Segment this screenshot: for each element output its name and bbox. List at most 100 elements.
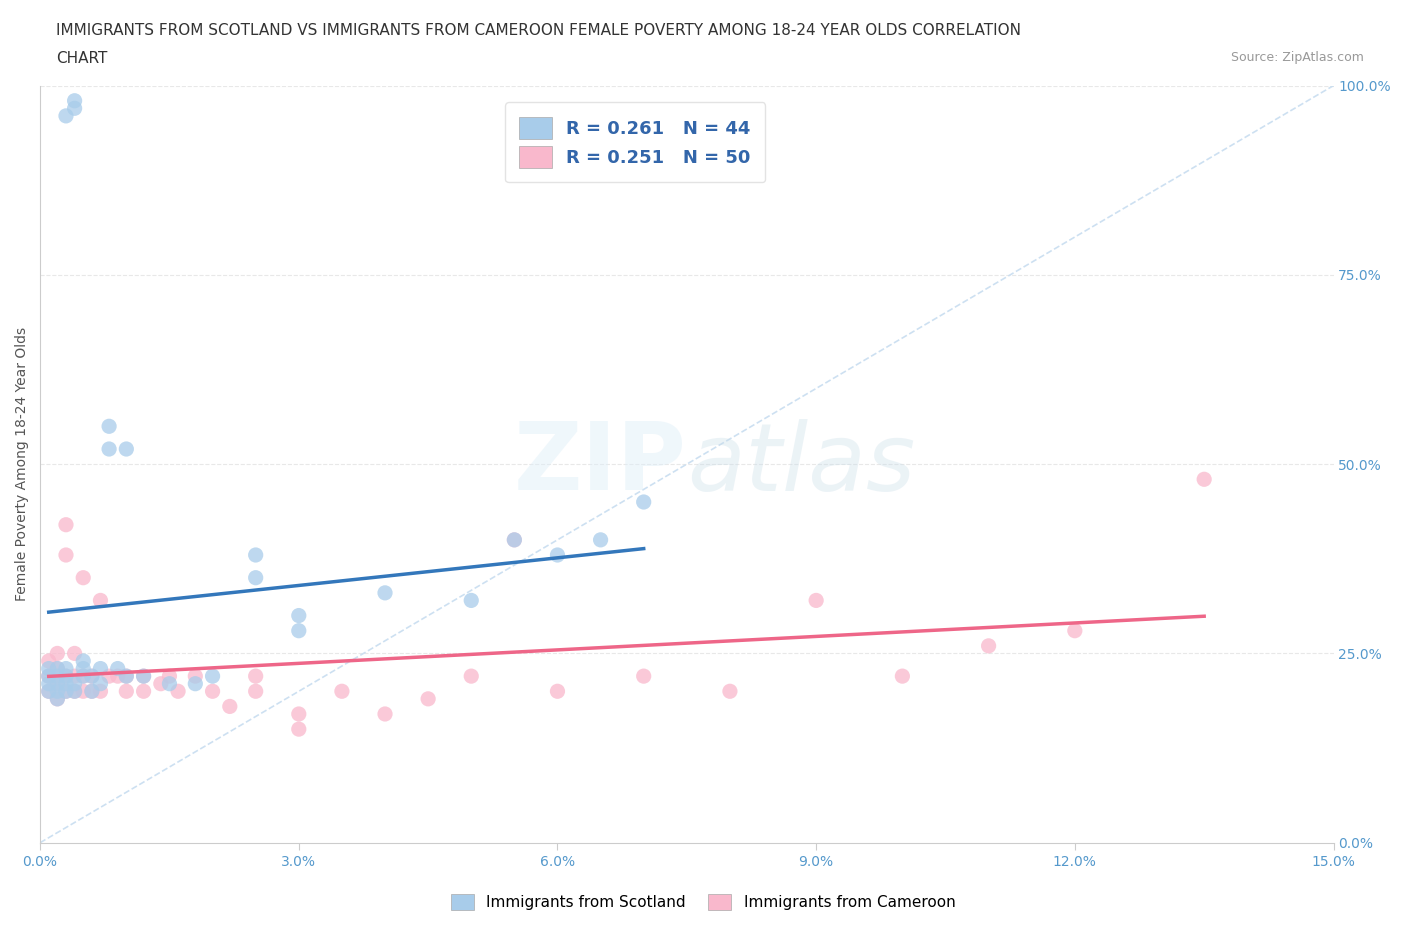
- Point: [149, 676, 172, 691]
- Point: [55, 517, 77, 532]
- Point: [107, 661, 129, 676]
- Point: [72, 684, 94, 698]
- Point: [46, 676, 69, 691]
- Legend: R = 0.261   N = 44, R = 0.251   N = 50: R = 0.261 N = 44, R = 0.251 N = 50: [505, 102, 765, 182]
- Point: [46, 661, 69, 676]
- Point: [201, 684, 224, 698]
- Point: [115, 684, 138, 698]
- Text: ZIP: ZIP: [515, 418, 686, 511]
- Point: [46, 669, 69, 684]
- Point: [374, 707, 396, 722]
- Point: [132, 684, 155, 698]
- Point: [38, 654, 60, 669]
- Point: [245, 570, 267, 585]
- Point: [98, 442, 121, 457]
- Point: [63, 676, 86, 691]
- Text: CHART: CHART: [56, 51, 108, 66]
- Point: [115, 669, 138, 684]
- Point: [55, 548, 77, 563]
- Text: atlas: atlas: [686, 418, 915, 510]
- Point: [63, 100, 86, 115]
- Point: [1063, 623, 1085, 638]
- Point: [107, 669, 129, 684]
- Y-axis label: Female Poverty Among 18-24 Year Olds: Female Poverty Among 18-24 Year Olds: [15, 327, 30, 601]
- Point: [63, 684, 86, 698]
- Point: [55, 676, 77, 691]
- Point: [460, 593, 482, 608]
- Point: [38, 684, 60, 698]
- Point: [38, 684, 60, 698]
- Point: [55, 684, 77, 698]
- Point: [1192, 472, 1215, 486]
- Point: [55, 669, 77, 684]
- Point: [330, 684, 353, 698]
- Point: [167, 684, 190, 698]
- Point: [218, 699, 240, 714]
- Point: [288, 722, 311, 737]
- Point: [546, 684, 568, 698]
- Point: [63, 93, 86, 108]
- Point: [633, 495, 655, 510]
- Point: [132, 669, 155, 684]
- Point: [288, 707, 311, 722]
- Text: Source: ZipAtlas.com: Source: ZipAtlas.com: [1230, 51, 1364, 64]
- Point: [132, 669, 155, 684]
- Point: [589, 532, 612, 547]
- Legend: Immigrants from Scotland, Immigrants from Cameroon: Immigrants from Scotland, Immigrants fro…: [443, 886, 963, 918]
- Point: [55, 661, 77, 676]
- Point: [72, 661, 94, 676]
- Point: [804, 593, 827, 608]
- Point: [418, 691, 440, 706]
- Point: [46, 676, 69, 691]
- Point: [55, 684, 77, 698]
- Text: IMMIGRANTS FROM SCOTLAND VS IMMIGRANTS FROM CAMEROON FEMALE POVERTY AMONG 18-24 : IMMIGRANTS FROM SCOTLAND VS IMMIGRANTS F…: [56, 23, 1021, 38]
- Point: [977, 638, 1000, 653]
- Point: [80, 684, 103, 698]
- Point: [546, 548, 568, 563]
- Point: [46, 646, 69, 661]
- Point: [46, 691, 69, 706]
- Point: [89, 684, 111, 698]
- Point: [98, 418, 121, 433]
- Point: [633, 669, 655, 684]
- Point: [72, 570, 94, 585]
- Point: [245, 684, 267, 698]
- Point: [38, 661, 60, 676]
- Point: [38, 676, 60, 691]
- Point: [89, 661, 111, 676]
- Point: [184, 676, 207, 691]
- Point: [80, 669, 103, 684]
- Point: [89, 593, 111, 608]
- Point: [718, 684, 741, 698]
- Point: [38, 669, 60, 684]
- Point: [72, 654, 94, 669]
- Point: [288, 623, 311, 638]
- Point: [38, 669, 60, 684]
- Point: [245, 548, 267, 563]
- Point: [55, 669, 77, 684]
- Point: [115, 669, 138, 684]
- Point: [159, 676, 181, 691]
- Point: [201, 669, 224, 684]
- Point: [72, 669, 94, 684]
- Point: [159, 669, 181, 684]
- Point: [55, 109, 77, 124]
- Point: [184, 669, 207, 684]
- Point: [115, 442, 138, 457]
- Point: [891, 669, 914, 684]
- Point: [46, 684, 69, 698]
- Point: [460, 669, 482, 684]
- Point: [288, 608, 311, 623]
- Point: [63, 684, 86, 698]
- Point: [503, 532, 526, 547]
- Point: [46, 661, 69, 676]
- Point: [503, 532, 526, 547]
- Point: [80, 684, 103, 698]
- Point: [63, 646, 86, 661]
- Point: [72, 669, 94, 684]
- Point: [245, 669, 267, 684]
- Point: [89, 676, 111, 691]
- Point: [80, 669, 103, 684]
- Point: [46, 691, 69, 706]
- Point: [63, 669, 86, 684]
